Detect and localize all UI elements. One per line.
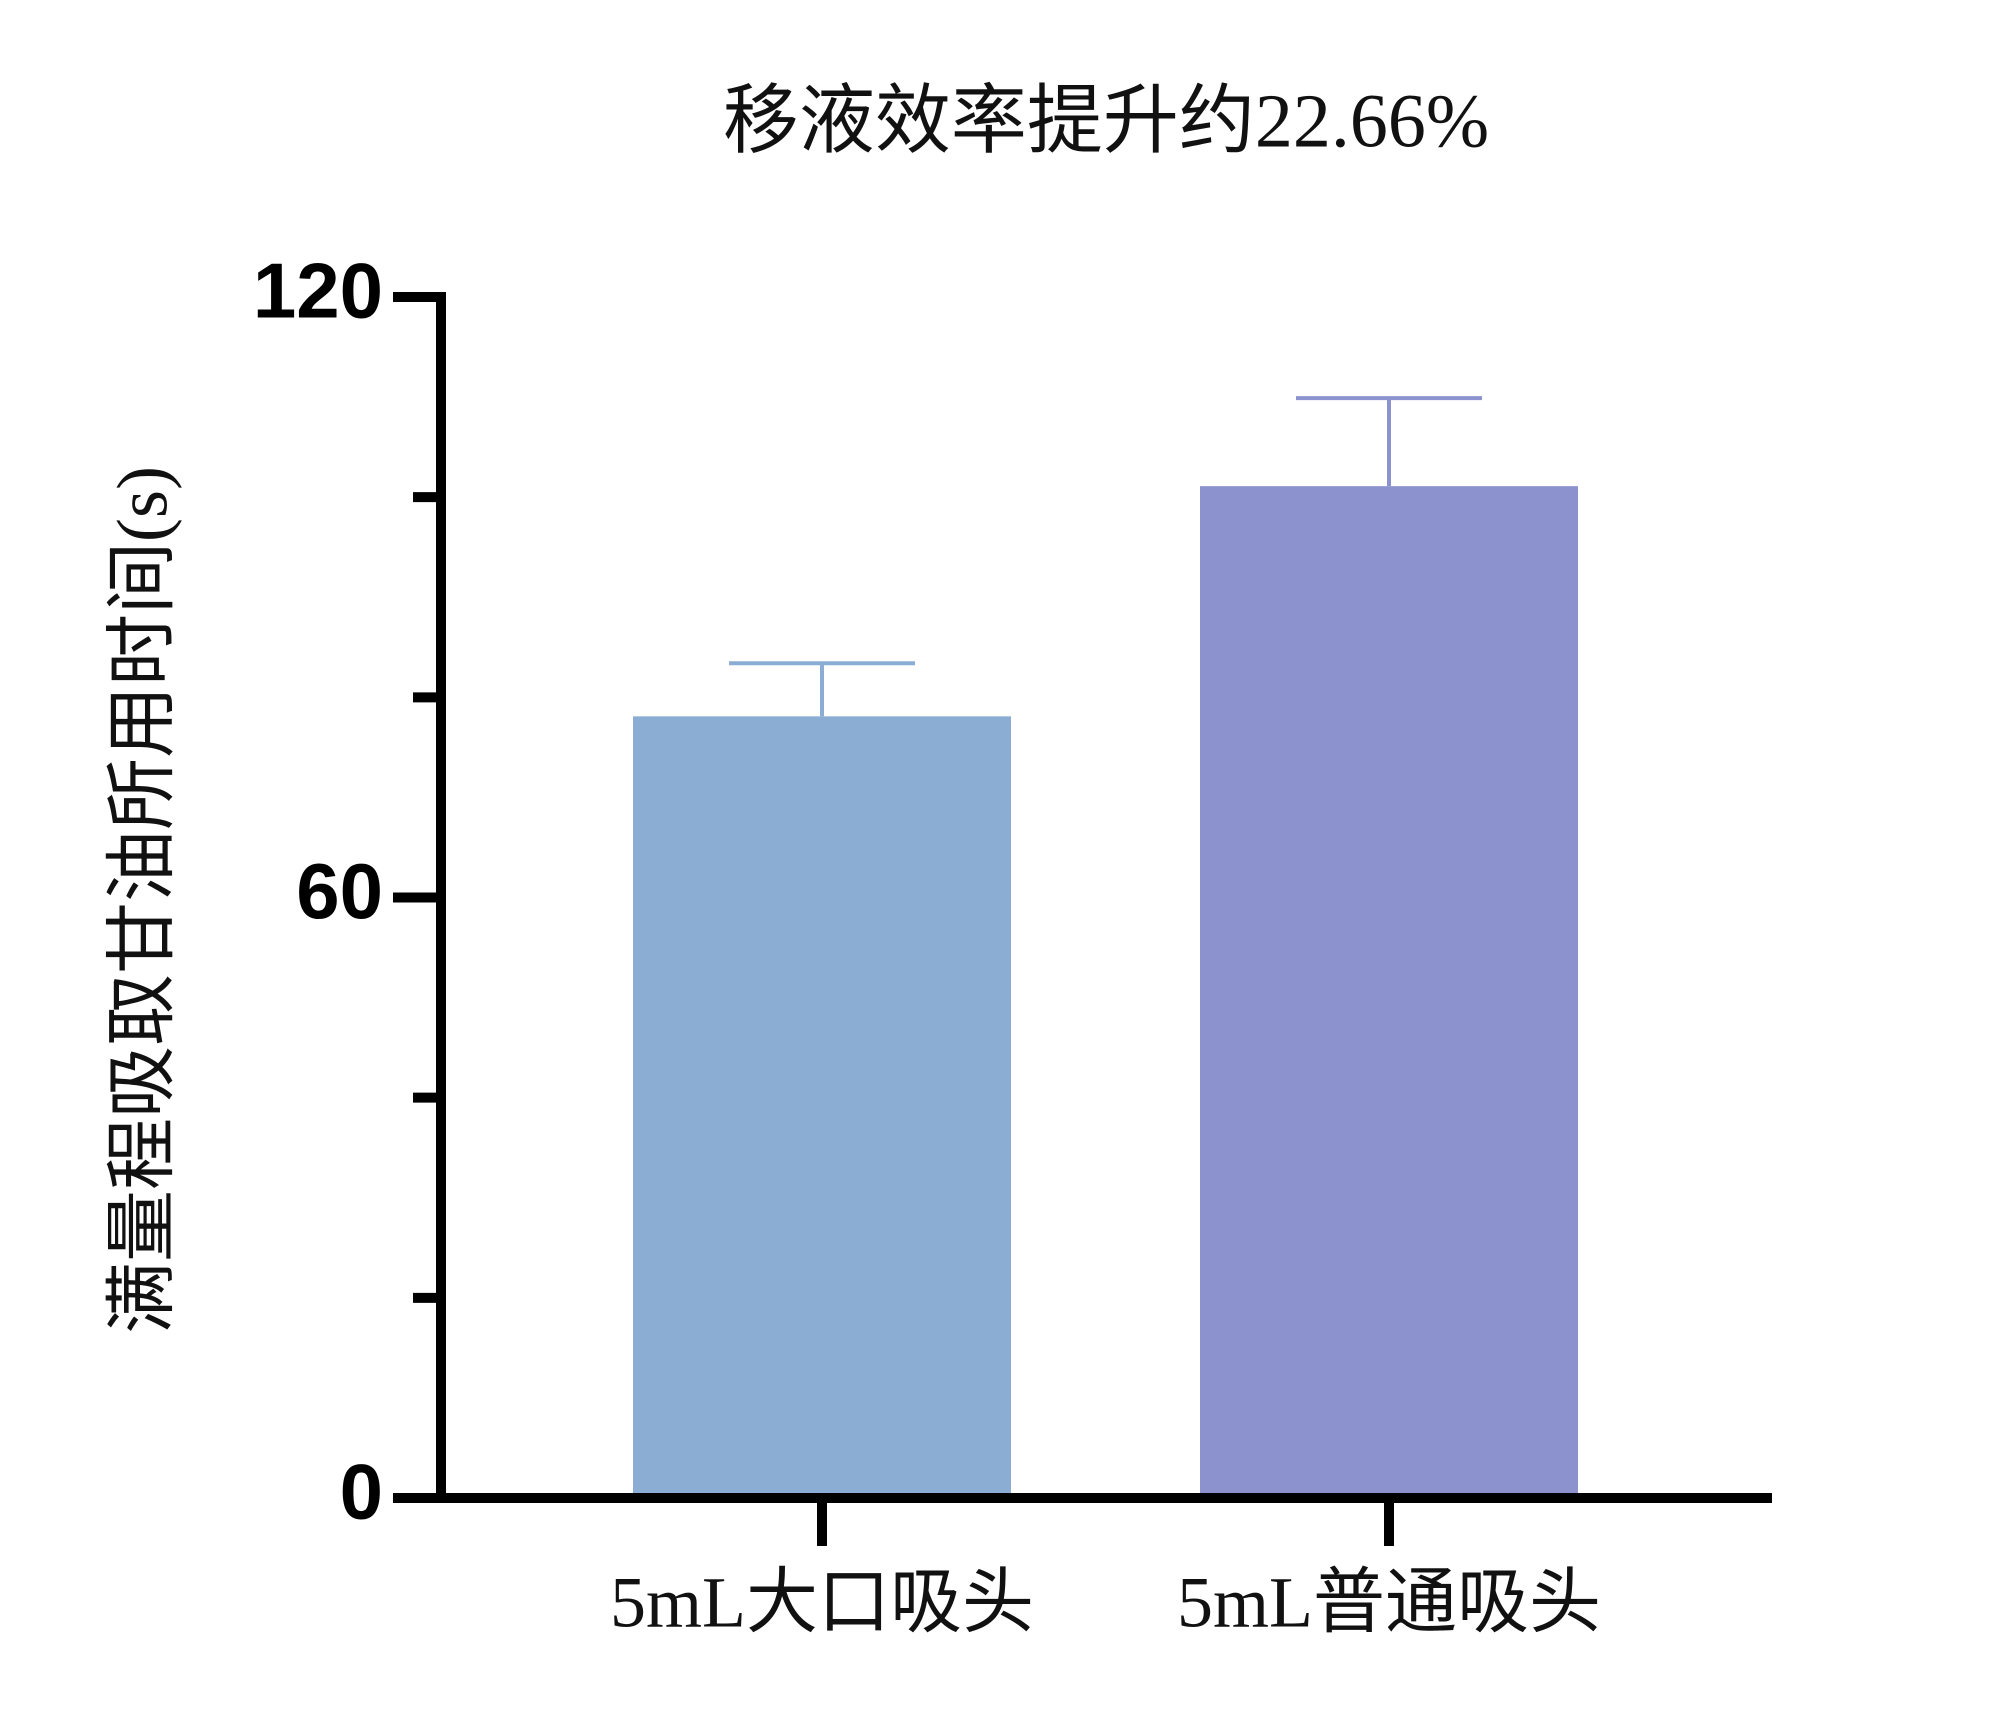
chart-title: 移液效率提升约22.66% <box>723 79 1489 163</box>
y-tick-label: 120 <box>253 247 383 335</box>
y-tick-label: 60 <box>296 847 383 935</box>
bar <box>633 716 1011 1498</box>
x-tick-label: 5mL普通吸头 <box>1177 1563 1601 1643</box>
y-tick-label: 0 <box>340 1448 383 1536</box>
bar <box>1200 486 1578 1499</box>
y-axis-label: 满量程吸取甘油所用时间(s) <box>103 466 183 1334</box>
x-tick-label: 5mL大口吸头 <box>610 1563 1034 1643</box>
